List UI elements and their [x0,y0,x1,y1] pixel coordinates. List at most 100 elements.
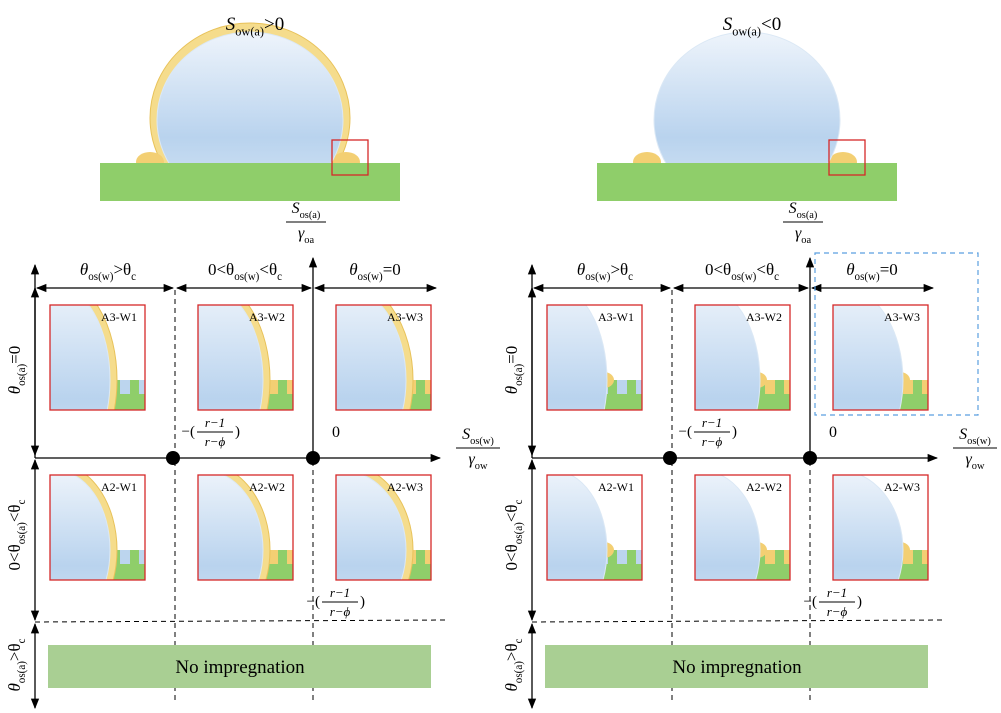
label: 0<θos(w)<θc [705,260,779,283]
numerator: r−1 [702,415,722,430]
pillar [278,380,287,394]
cell-label: A2-W1 [598,480,634,494]
paren: ) [235,424,240,440]
drop [640,470,760,630]
text-part: 0<θ [705,260,731,279]
text-part: S [226,14,236,35]
cell-label: A2-W2 [249,480,285,494]
label: 0<θos(a)<θc [5,499,28,570]
cell [773,470,928,630]
text-part: <θ [502,504,521,522]
pillar [278,550,287,564]
drop [640,285,760,475]
text-part: S [292,200,300,217]
subscript: ow(a) [732,25,761,39]
subscript: ow [972,461,985,472]
text-part: 0<θ [208,260,234,279]
cell-label: A3-W3 [884,310,920,324]
text-part: θ [5,386,24,394]
paren: ) [732,424,737,440]
subscript: os(w) [470,436,494,447]
critical-point [166,451,180,465]
subscript: oa [304,235,314,246]
cell [640,470,790,630]
text-part: θ [502,386,521,394]
critical-point [306,451,320,465]
cell-label: A3-W1 [598,310,634,324]
numerator: r−1 [827,585,847,600]
text-part: >θ [5,643,24,661]
text-part: =0 [383,260,401,279]
text-part: θ [80,260,88,279]
cell-label: A2-W1 [101,480,137,494]
label: Sos(w) [959,426,991,447]
subscript: os(w) [358,271,383,283]
pillar [913,550,922,564]
cell-label: A2-W3 [884,480,920,494]
denominator: r−ϕ [205,434,226,449]
label: Sow(a)>0 [226,14,285,39]
paren: ) [857,594,862,610]
subscript: os(a) [797,210,818,221]
subscript: os(w) [585,271,610,283]
footer-label: No impregnation [175,657,305,678]
cell-label: A3-W2 [746,310,782,324]
text-part: θ [846,260,854,279]
pillar [627,550,636,564]
text-part: >θ [113,260,131,279]
pillar [416,380,425,394]
subscript: os(a) [16,364,28,386]
label: γow [965,451,985,472]
text-part: S [789,200,797,217]
origin-label: 0 [332,424,340,441]
origin-label: 0 [829,424,837,441]
critical-point [803,451,817,465]
footer-label: No impregnation [672,657,802,678]
subscript: c [16,638,28,643]
cell [136,278,293,482]
paren: −( [679,424,692,440]
text-part: S [959,426,967,443]
label: Sos(a) [292,200,321,221]
label: 0<θos(w)<θc [208,260,282,283]
text-part: 0<θ [502,544,521,570]
subscript: os(a) [16,661,28,683]
subscript: c [16,499,28,504]
subscript: c [513,638,525,643]
text-part: =0 [5,346,24,364]
drop [143,470,263,630]
label: γoa [298,225,315,246]
substrate [597,163,897,201]
subscript: ow(a) [235,25,264,39]
pillar [775,550,784,564]
text-part: =0 [880,260,898,279]
text-part: θ [349,260,357,279]
drop-illustration [597,32,897,208]
label: θos(a)=0 [5,346,28,395]
label: γow [468,451,488,472]
dashed-divider [35,620,445,622]
subscript: os(a) [16,522,28,544]
label: Sow(a)<0 [723,14,782,39]
subscript: os(w) [967,436,991,447]
drop [143,285,263,475]
subscript: ow [475,461,488,472]
subscript: c [277,271,282,283]
pillar [913,380,922,394]
critical-point [663,451,677,465]
diagram: Sow(a)>0Sos(a)γoaSos(w)γowθos(w)>θc0<θos… [0,0,1001,713]
label: θos(w)>θc [80,260,136,283]
text-part: <θ [5,504,24,522]
label: θos(a)>θc [502,638,525,691]
text-part: <θ [259,260,277,279]
label: θos(w)>θc [577,260,633,283]
cell-label: A2-W3 [387,480,423,494]
label: γoa [795,225,812,246]
label: θos(a)>θc [5,638,28,691]
panel: Sow(a)<0Sos(a)γoaSos(w)γowθos(w)>θc0<θos… [497,14,997,708]
pillar [416,550,425,564]
text-part: >0 [264,14,284,35]
label: 0<θos(a)<θc [502,499,525,570]
label: Sos(w) [462,426,494,447]
